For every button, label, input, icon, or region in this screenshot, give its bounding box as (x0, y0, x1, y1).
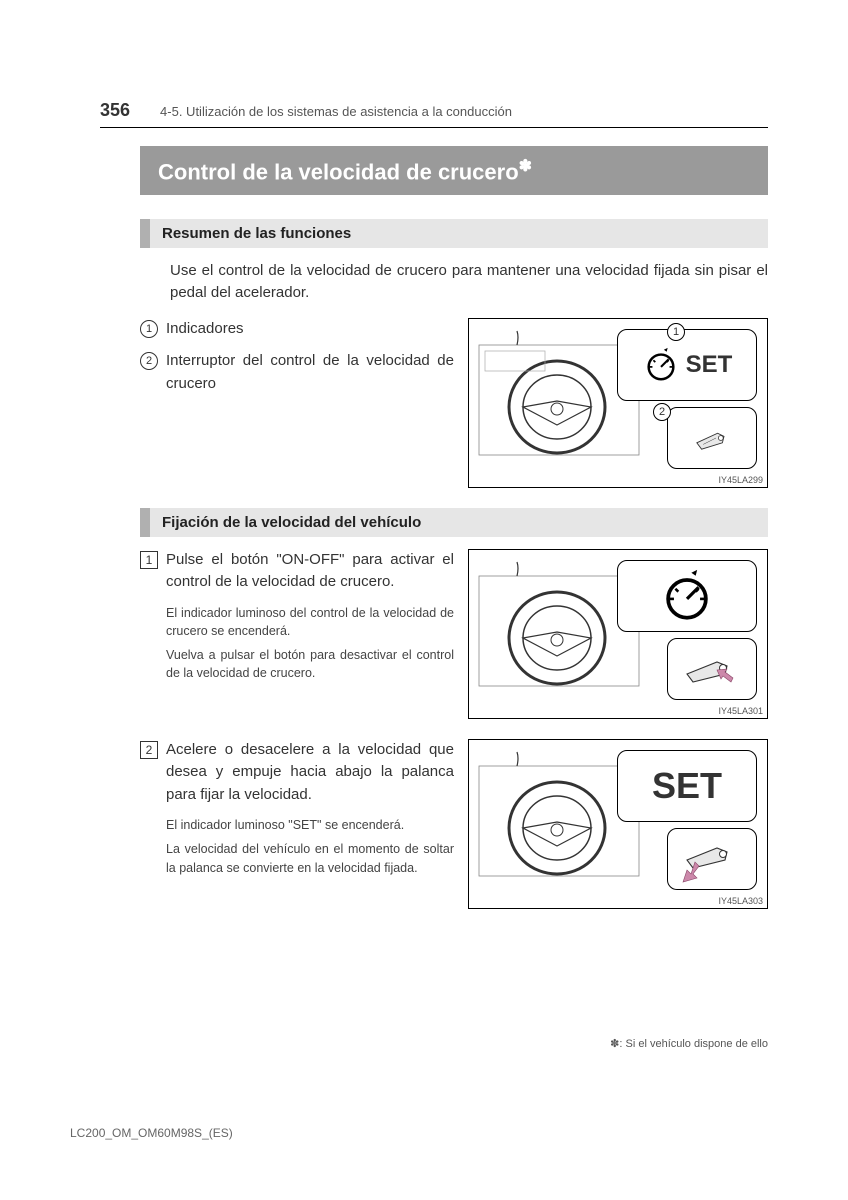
callout-number: 2 (653, 403, 671, 421)
step-note: El indicador luminoso "SET" se encenderá… (166, 816, 454, 834)
callout-lever (667, 638, 757, 700)
callout-lever (667, 828, 757, 890)
callout-number: 1 (667, 323, 685, 341)
lever-press-icon (677, 644, 747, 694)
enum-list: 1 Indicadores 2 Interruptor del control … (140, 318, 454, 488)
enum-text: Indicadores (166, 318, 244, 341)
figure-column: SET IY45LA303 (468, 739, 768, 909)
step-note: Vuelva a pulsar el botón para desactivar… (166, 646, 454, 682)
footnote: ✽: Si el vehículo dispone de ello (610, 1037, 768, 1050)
list-item: 2 Acelere o desacelere a la velocidad qu… (140, 739, 454, 807)
lever-icon (692, 422, 732, 454)
content-row: 1 Indicadores 2 Interruptor del control … (140, 318, 768, 488)
content-row: 2 Acelere o desacelere a la velocidad qu… (140, 739, 768, 909)
page-header: 356 4-5. Utilización de los sistemas de … (100, 100, 768, 128)
list-item: 1 Pulse el botón "ON-OFF" para activar e… (140, 549, 454, 594)
callout-set-text: SET (652, 765, 722, 807)
figure: 1 SET 2 (468, 318, 768, 488)
callout-set-label: SET (617, 750, 757, 822)
enum-text: Interruptor del control de la velocidad … (166, 350, 454, 395)
chapter-label: 4-5. Utilización de los sistemas de asis… (160, 104, 512, 119)
figure-code: IY45LA303 (718, 896, 763, 906)
figure: SET IY45LA303 (468, 739, 768, 909)
enum-marker: 1 (140, 320, 158, 338)
list-item: 2 Interruptor del control de la velocida… (140, 350, 454, 395)
gauge-icon (658, 567, 716, 625)
callout-set-text: SET (686, 351, 733, 379)
figure: IY45LA301 (468, 549, 768, 719)
section-heading: Resumen de las funciones (140, 219, 768, 248)
step-text: Pulse el botón "ON-OFF" para activar el … (166, 549, 454, 594)
section-heading: Fijación de la velocidad del vehículo (140, 508, 768, 537)
manual-page: 356 4-5. Utilización de los sistemas de … (0, 0, 848, 969)
callout-indicator (617, 560, 757, 632)
step-text: Acelere o desacelere a la velocidad que … (166, 739, 454, 807)
title-text: Control de la velocidad de crucero (158, 159, 519, 184)
content-row: 1 Pulse el botón "ON-OFF" para activar e… (140, 549, 768, 719)
footer-code: LC200_OM_OM60M98S_(ES) (70, 1126, 233, 1140)
step-note: La velocidad del vehículo en el momento … (166, 840, 454, 876)
title-marker: ✽ (519, 158, 532, 175)
figure-code: IY45LA299 (718, 475, 763, 485)
gauge-icon (642, 346, 680, 384)
step-text: 2 Acelere o desacelere a la velocidad qu… (140, 739, 454, 909)
figure-column: 1 SET 2 (468, 318, 768, 488)
step-marker: 1 (140, 551, 158, 569)
step-note: El indicador luminoso del control de la … (166, 604, 454, 640)
section-intro: Use el control de la velocidad de crucer… (170, 260, 768, 304)
callout-indicator: SET (617, 329, 757, 401)
figure-code: IY45LA301 (718, 706, 763, 716)
callout-lever (667, 407, 757, 469)
enum-marker: 2 (140, 352, 158, 370)
step-text: 1 Pulse el botón "ON-OFF" para activar e… (140, 549, 454, 719)
list-item: 1 Indicadores (140, 318, 454, 341)
lever-down-icon (677, 834, 747, 884)
figure-column: IY45LA301 (468, 549, 768, 719)
page-title: Control de la velocidad de crucero✽ (140, 146, 768, 195)
step-marker: 2 (140, 741, 158, 759)
page-number: 356 (100, 100, 130, 121)
